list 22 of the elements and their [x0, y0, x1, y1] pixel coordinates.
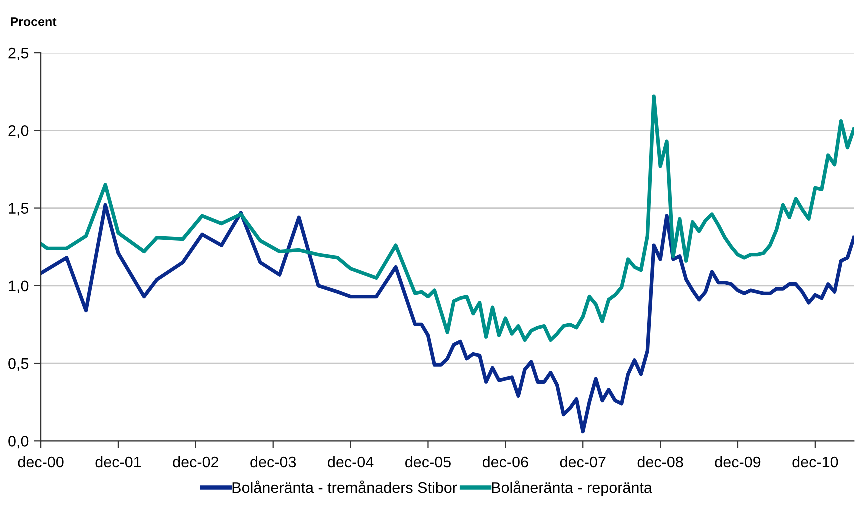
x-tick-label: dec-02	[173, 456, 219, 468]
y-tick-label: 2,0	[8, 126, 29, 138]
x-tick-label: dec-01	[96, 456, 142, 468]
y-tick-label: 1,0	[9, 280, 29, 294]
x-tick-label: dec-04	[328, 456, 374, 468]
y-axis-title: Procent	[11, 18, 57, 26]
y-tick-label: 0,0	[8, 436, 29, 449]
line-series	[41, 203, 854, 434]
y-tick-label: 2,5	[8, 48, 29, 61]
line-series	[41, 94, 854, 342]
x-tick-label: dec-10	[792, 456, 838, 468]
legend-label: Bolåneränta - tremånaders Stibor	[232, 480, 458, 494]
x-tick-label: dec-08	[638, 456, 684, 468]
legend-label: Bolåneränta - reporänta	[492, 480, 652, 496]
x-tick-label: dec-07	[560, 456, 606, 468]
x-tick-label: dec-09	[715, 456, 761, 468]
x-tick-label: dec-03	[250, 456, 296, 468]
x-tick-label: dec-05	[406, 456, 451, 468]
x-tick-label: dec-06	[482, 456, 528, 468]
y-tick-label: 1,5	[9, 203, 29, 216]
y-tick-label: 0,5	[8, 358, 29, 372]
x-tick-label: dec-00	[18, 456, 64, 468]
